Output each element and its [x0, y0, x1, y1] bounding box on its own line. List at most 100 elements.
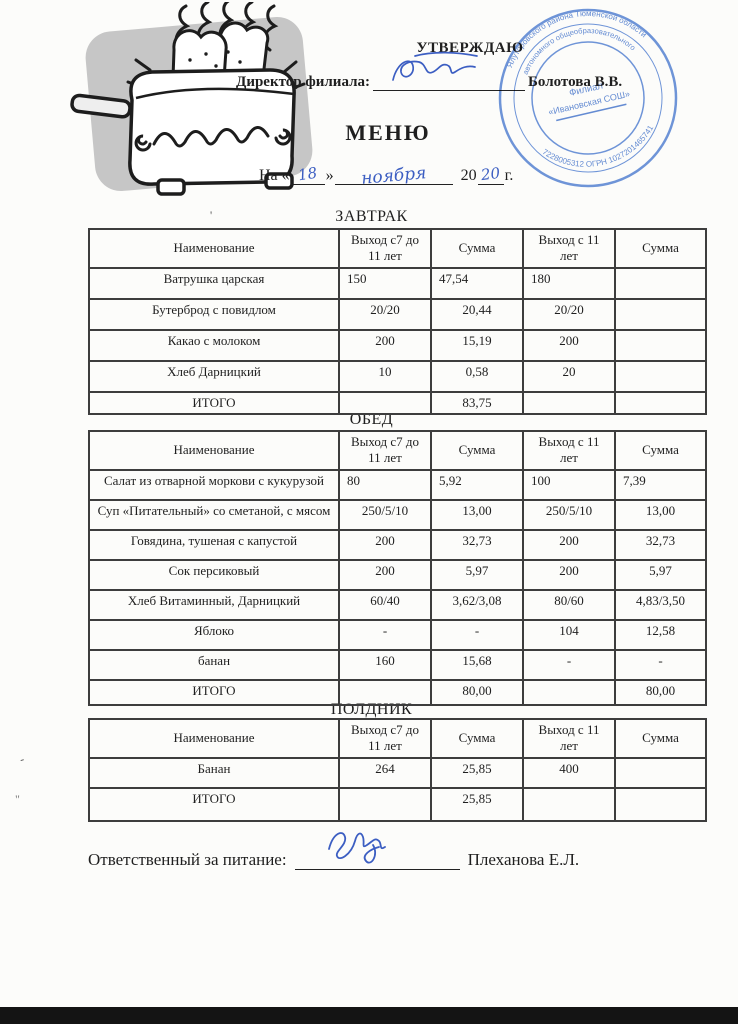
value-cell: 160 [338, 648, 432, 681]
value-cell: 264 [338, 756, 432, 789]
toaster-clipart [70, 2, 313, 196]
column-header: Сумма [430, 228, 524, 269]
dish-name-cell: ИТОГО [88, 678, 340, 706]
value-cell: 20,44 [430, 297, 524, 331]
value-cell [522, 786, 616, 822]
column-header: Выход с7 до 11 лет [338, 718, 432, 759]
column-header: Выход с7 до 11 лет [338, 228, 432, 269]
value-cell: 12,58 [614, 618, 707, 651]
value-cell: 100 [522, 468, 616, 501]
total-row: ИТОГО 80,00 80,00 [88, 678, 707, 706]
scan-speck: · [517, 40, 521, 54]
value-cell: 60/40 [338, 588, 432, 621]
table-row: банан 160 15,68- - [88, 648, 707, 681]
value-cell: 400 [522, 756, 616, 789]
date-close-quote: » [325, 167, 334, 184]
total-row: ИТОГО 25,85 [88, 786, 707, 822]
scan-speck: ' [210, 208, 213, 222]
handwritten-month: ноября [360, 163, 428, 189]
value-cell: 25,85 [430, 786, 524, 822]
value-cell: 20/20 [338, 297, 432, 331]
lunch-table: Наименование Выход с7 до 11 лет Сумма Выход… [88, 430, 707, 706]
dish-name-cell: Банан [88, 756, 340, 789]
dish-name-cell: ИТОГО [88, 786, 340, 822]
column-header: Наименование [88, 430, 340, 471]
value-cell [338, 786, 432, 822]
section-title-snack: ПОЛДНИК [330, 701, 413, 718]
director-signature-ink [392, 51, 478, 81]
dish-name-cell: Хлеб Дарницкий [88, 359, 340, 393]
responsible-name: Плеханова Е.Л. [467, 850, 580, 869]
header-row: Наименование Выход с7 до 11 лет Сумма Выход… [88, 718, 707, 759]
page-title: МЕНЮ [345, 120, 431, 145]
value-cell: 10 [338, 359, 432, 393]
value-cell [614, 266, 707, 300]
column-header: Сумма [430, 718, 524, 759]
section-title-lunch: ОБЕД [349, 411, 394, 428]
value-cell: - [614, 648, 707, 681]
value-cell: 7,39 [614, 468, 707, 501]
value-cell: 200 [338, 328, 432, 362]
handwritten-day: 18 [296, 163, 319, 185]
handwritten-year: 20 [480, 163, 502, 185]
value-cell: 80/60 [522, 588, 616, 621]
value-cell: 5,97 [430, 558, 524, 591]
table-row: Бутерброд с повидлом 20/20 20,44 20/20 [88, 297, 707, 331]
value-cell: 80 [338, 468, 432, 501]
date-year-printed: 20 [460, 167, 477, 184]
toaster-wave-decor [134, 126, 292, 152]
table-row: Салат из отварной моркови с кукурузой 80 5… [88, 468, 707, 501]
dish-name-cell: Хлеб Витаминный, Дарницкий [88, 588, 340, 621]
snack-table: Наименование Выход с7 до 11 лет Сумма Выход… [88, 718, 707, 822]
table-row: Суп «Питательный» со сметаной, с мясом 25… [88, 498, 707, 531]
value-cell: 0,58 [430, 359, 524, 393]
value-cell: 15,68 [430, 648, 524, 681]
value-cell: - [430, 618, 524, 651]
value-cell: 13,00 [614, 498, 707, 531]
section-title-breakfast: ЗАВТРАК [335, 208, 408, 225]
director-label: Директор филиала: [236, 74, 370, 90]
scanner-edge-shadow [0, 1007, 738, 1024]
scan-speck: " [15, 792, 20, 806]
value-cell: 15,19 [430, 328, 524, 362]
value-cell: - [338, 618, 432, 651]
responsible-signature-ink [327, 832, 386, 864]
value-cell: 4,83/3,50 [614, 588, 707, 621]
column-header: Сумма [430, 430, 524, 471]
date-prefix: На « [259, 167, 290, 184]
column-header: Сумма [614, 430, 707, 471]
value-cell: - [522, 648, 616, 681]
value-cell: 13,00 [430, 498, 524, 531]
responsible-signature-slot [294, 832, 460, 870]
value-cell: 83,75 [430, 390, 524, 415]
column-header: Наименование [88, 228, 340, 269]
table-row: Сок персиковый 200 5,97 200 5,97 [88, 558, 707, 591]
value-cell [522, 390, 616, 415]
value-cell [614, 328, 707, 362]
value-cell: 5,92 [430, 468, 524, 501]
value-cell: 32,73 [430, 528, 524, 561]
column-header: Сумма [614, 718, 707, 759]
value-cell: 200 [338, 528, 432, 561]
total-row: ИТОГО 83,75 [88, 390, 707, 415]
table-row: Яблоко - -104 12,58 [88, 618, 707, 651]
header-row: Наименование Выход с7 до 11 лет Сумма Выход… [88, 430, 707, 471]
date-year-blank: 20 [477, 163, 504, 185]
value-cell: 150 [338, 266, 432, 300]
value-cell: 32,73 [614, 528, 707, 561]
value-cell [522, 678, 616, 706]
director-name: Болотова В.В. [528, 74, 623, 90]
value-cell: 200 [522, 558, 616, 591]
date-day-blank: 18 [290, 163, 325, 185]
table-row: Ватрушка царская 150 47,54 180 [88, 266, 707, 300]
column-header: Сумма [614, 228, 707, 269]
value-cell: 80,00 [614, 678, 707, 706]
column-header: Выход с 11 лет [522, 718, 616, 759]
director-signature-line: Директор филиала: Болотова В.В. [236, 51, 623, 91]
value-cell [338, 390, 432, 415]
dish-name-cell: Ватрушка царская [88, 266, 340, 300]
value-cell [614, 359, 707, 393]
steam-icon [126, 2, 306, 92]
value-cell: 200 [338, 558, 432, 591]
